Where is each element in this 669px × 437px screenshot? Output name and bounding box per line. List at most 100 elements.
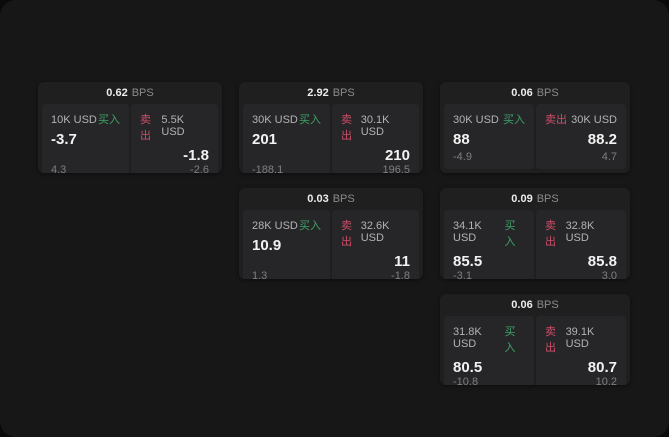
quote-card-body: 30K USD 买入 88 -4.9 卖出 30K USD 88.2 4.7 <box>440 104 630 173</box>
buy-price: 201 <box>252 131 278 148</box>
buy-panel[interactable]: 30K USD 买入 201 -188.1 <box>243 104 330 173</box>
buy-panel-top: 28K USD 买入 <box>252 217 321 233</box>
buy-amount: 30K USD <box>453 114 499 126</box>
quote-card-body: 28K USD 买入 10.9 1.3 卖出 32.6K USD 11 -1.8 <box>239 210 423 279</box>
buy-panel-top: 10K USD 买入 <box>51 111 120 127</box>
buy-label: 买入 <box>503 114 525 126</box>
buy-label: 买入 <box>299 114 321 126</box>
spread-header: 0.09 BPS <box>440 188 630 210</box>
buy-price: 85.5 <box>453 253 483 270</box>
buy-panel-top: 30K USD 买入 <box>252 111 321 127</box>
sell-price: 88.2 <box>587 131 617 148</box>
sell-amount: 32.8K USD <box>565 220 595 244</box>
quote-card-body: 30K USD 买入 201 -188.1 卖出 30.1K USD 210 1… <box>239 104 423 173</box>
sell-label: 卖出 <box>545 220 556 248</box>
buy-panel[interactable]: 31.8K USD 买入 80.5 -10.8 <box>444 316 534 385</box>
spread-unit-label: BPS <box>536 193 559 205</box>
sell-amount: 39.1K USD <box>565 326 595 350</box>
buy-delta: -10.8 <box>453 376 479 385</box>
buy-amount: 30K USD <box>252 114 298 126</box>
buy-amount: 10K USD <box>51 114 97 126</box>
sell-panel[interactable]: 卖出 32.8K USD 85.8 3.0 <box>536 210 626 279</box>
spread-value: 2.92 <box>307 87 329 99</box>
sell-delta: 4.7 <box>601 151 617 163</box>
buy-label: 买入 <box>98 114 120 126</box>
sell-delta: 196.5 <box>382 164 410 173</box>
spread-unit-label: BPS <box>131 87 154 99</box>
sell-panel-top: 卖出 30.1K USD <box>341 111 410 143</box>
quote-card-body: 31.8K USD 买入 80.5 -10.8 卖出 39.1K USD 80.… <box>440 316 630 385</box>
buy-panel-top: 30K USD 买入 <box>453 111 525 127</box>
buy-amount: 28K USD <box>252 220 298 232</box>
buy-amount: 31.8K USD <box>453 326 482 350</box>
quote-card: 0.06 BPS 30K USD 买入 88 -4.9 卖出 30K USD <box>440 82 630 173</box>
buy-panel[interactable]: 10K USD 买入 -3.7 4.3 <box>42 104 129 173</box>
buy-amount: 34.1K USD <box>453 220 482 244</box>
buy-panel-top: 31.8K USD 买入 <box>453 323 525 355</box>
buy-price: 80.5 <box>453 359 483 376</box>
quote-card-body: 34.1K USD 买入 85.5 -3.1 卖出 32.8K USD 85.8… <box>440 210 630 279</box>
sell-panel-top: 卖出 5.5K USD <box>140 111 209 143</box>
sell-label: 卖出 <box>140 114 151 142</box>
quote-card: 0.09 BPS 34.1K USD 买入 85.5 -3.1 卖出 32.8K… <box>440 188 630 279</box>
sell-price: 11 <box>394 253 410 270</box>
sell-delta: 10.2 <box>595 376 617 385</box>
spread-value: 0.09 <box>511 193 533 205</box>
quote-card: 2.92 BPS 30K USD 买入 201 -188.1 卖出 30.1K … <box>239 82 423 173</box>
sell-delta: -2.6 <box>190 164 209 173</box>
sell-panel[interactable]: 卖出 32.6K USD 11 -1.8 <box>332 210 419 279</box>
sell-price: 210 <box>384 147 410 164</box>
buy-label: 买入 <box>504 326 516 354</box>
spread-unit-label: BPS <box>536 87 559 99</box>
buy-delta: -4.9 <box>453 151 472 163</box>
buy-panel[interactable]: 28K USD 买入 10.9 1.3 <box>243 210 330 279</box>
buy-price: 10.9 <box>252 237 282 254</box>
sell-panel[interactable]: 卖出 30.1K USD 210 196.5 <box>332 104 419 173</box>
sell-panel[interactable]: 卖出 30K USD 88.2 4.7 <box>536 104 626 169</box>
sell-delta: 3.0 <box>601 270 617 279</box>
spread-header: 0.03 BPS <box>239 188 423 210</box>
buy-panel[interactable]: 34.1K USD 买入 85.5 -3.1 <box>444 210 534 279</box>
buy-label: 买入 <box>504 220 516 248</box>
spread-unit-label: BPS <box>332 87 355 99</box>
spread-header: 0.06 BPS <box>440 82 630 104</box>
buy-delta: 4.3 <box>51 164 67 173</box>
buy-delta: 1.3 <box>252 270 268 279</box>
sell-amount: 32.6K USD <box>360 220 390 244</box>
buy-panel-top: 34.1K USD 买入 <box>453 217 525 249</box>
sell-price: 80.7 <box>587 359 617 376</box>
spread-value: 0.62 <box>106 87 128 99</box>
spread-unit-label: BPS <box>536 299 559 311</box>
buy-price: -3.7 <box>51 131 77 148</box>
sell-label: 卖出 <box>341 114 352 142</box>
sell-label: 卖出 <box>545 326 556 354</box>
sell-panel-top: 卖出 32.8K USD <box>545 217 617 249</box>
spread-value: 0.06 <box>511 87 533 99</box>
quote-card: 0.03 BPS 28K USD 买入 10.9 1.3 卖出 32.6K US… <box>239 188 423 279</box>
sell-label: 卖出 <box>341 220 352 248</box>
sell-amount: 5.5K USD <box>161 114 185 138</box>
spread-header: 0.62 BPS <box>38 82 222 104</box>
sell-amount: 30K USD <box>571 114 617 126</box>
buy-price: 88 <box>453 131 470 148</box>
buy-delta: -3.1 <box>453 270 472 279</box>
sell-label: 卖出 <box>545 114 567 126</box>
spread-value: 0.03 <box>307 193 329 205</box>
sell-panel[interactable]: 卖出 39.1K USD 80.7 10.2 <box>536 316 626 385</box>
spread-header: 0.06 BPS <box>440 294 630 316</box>
quote-cards-grid: 0.62 BPS 10K USD 买入 -3.7 4.3 卖出 5.5K USD <box>38 82 630 385</box>
sell-panel-top: 卖出 39.1K USD <box>545 323 617 355</box>
quote-card-body: 10K USD 买入 -3.7 4.3 卖出 5.5K USD -1.8 -2.… <box>38 104 222 173</box>
buy-delta: -188.1 <box>252 164 284 173</box>
sell-price: 85.8 <box>587 253 617 270</box>
spread-value: 0.06 <box>511 299 533 311</box>
buy-panel[interactable]: 30K USD 买入 88 -4.9 <box>444 104 534 169</box>
spread-unit-label: BPS <box>332 193 355 205</box>
quote-card: 0.62 BPS 10K USD 买入 -3.7 4.3 卖出 5.5K USD <box>38 82 222 173</box>
sell-panel-top: 卖出 30K USD <box>545 111 617 127</box>
spread-header: 2.92 BPS <box>239 82 423 104</box>
sell-panel-top: 卖出 32.6K USD <box>341 217 410 249</box>
sell-panel[interactable]: 卖出 5.5K USD -1.8 -2.6 <box>131 104 218 173</box>
buy-label: 买入 <box>299 220 321 232</box>
